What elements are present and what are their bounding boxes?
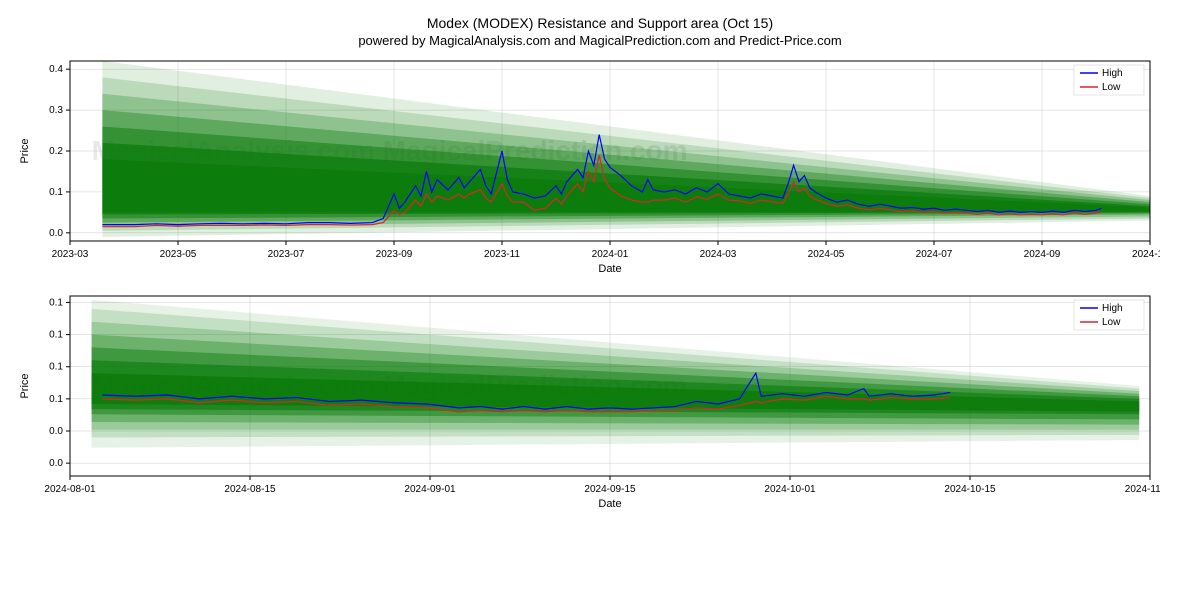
y-tick-label: 0.1 (49, 394, 63, 405)
y-tick-label: 0.1 (49, 362, 63, 373)
y-tick-label: 0.4 (49, 64, 63, 75)
x-tick-label: 2024-10-01 (764, 484, 816, 495)
y-tick-label: 0.1 (49, 297, 63, 308)
y-tick-label: 0.0 (49, 458, 63, 469)
x-tick-label: 2024-07 (916, 249, 953, 260)
chart-2-svg: MagicalAnalysis.com MagicalPrediction.co… (10, 291, 1160, 511)
chart-1-container: MagicalAnalysis.com MagicalPrediction.co… (10, 56, 1190, 276)
y-tick-label: 0.1 (49, 187, 63, 198)
x-axis-label: Date (598, 263, 621, 275)
y-tick-label: 0.3 (49, 105, 63, 116)
y-axis-label: Price (19, 138, 31, 163)
legend-low-label: Low (1102, 317, 1121, 328)
x-tick-label: 2024-03 (700, 249, 737, 260)
y-tick-label: 0.0 (49, 228, 63, 239)
x-tick-label: 2023-07 (268, 249, 305, 260)
chart-title: Modex (MODEX) Resistance and Support are… (10, 15, 1190, 31)
chart-subtitle: powered by MagicalAnalysis.com and Magic… (10, 33, 1190, 48)
y-tick-label: 0.1 (49, 330, 63, 341)
x-tick-label: 2024-09 (1024, 249, 1061, 260)
x-tick-label: 2024-11-01 (1125, 484, 1160, 495)
chart-1-svg: MagicalAnalysis.com MagicalPrediction.co… (10, 56, 1160, 276)
x-axis-label: Date (598, 498, 621, 510)
x-tick-label: 2023-11 (484, 249, 520, 260)
legend-high-label: High (1102, 303, 1123, 314)
x-tick-label: 2024-08-01 (44, 484, 96, 495)
x-tick-label: 2024-09-01 (404, 484, 456, 495)
x-tick-label: 2023-09 (376, 249, 413, 260)
legend-low-label: Low (1102, 82, 1121, 93)
x-tick-label: 2024-09-15 (584, 484, 636, 495)
x-tick-label: 2024-10-15 (944, 484, 996, 495)
legend-high-label: High (1102, 68, 1123, 79)
y-tick-label: 0.2 (49, 146, 63, 157)
x-tick-label: 2024-11 (1132, 249, 1160, 260)
y-axis-label: Price (19, 373, 31, 398)
x-tick-label: 2023-03 (52, 249, 89, 260)
x-tick-label: 2024-01 (592, 249, 629, 260)
x-tick-label: 2024-08-15 (224, 484, 276, 495)
chart-2-container: MagicalAnalysis.com MagicalPrediction.co… (10, 291, 1190, 511)
y-tick-label: 0.0 (49, 426, 63, 437)
x-tick-label: 2024-05 (808, 249, 845, 260)
x-tick-label: 2023-05 (160, 249, 197, 260)
